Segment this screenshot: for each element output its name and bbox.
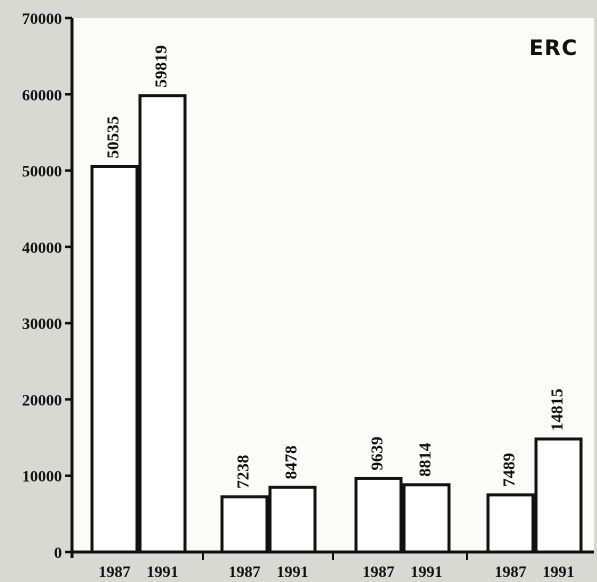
x-tick-label: 1991 (543, 564, 575, 581)
bar (90, 164, 139, 554)
y-axis: 0 10000 20000 30000 40000 50000 60000 70000 (22, 11, 74, 562)
bar (486, 493, 535, 554)
x-tick-label: 1987 (495, 564, 527, 581)
data-label: 8814 (415, 442, 434, 477)
x-tick-label: 1987 (363, 564, 395, 581)
bar-group: 7238 8478 (220, 445, 317, 554)
x-tick-label: 1991 (277, 564, 309, 581)
data-label: 50535 (103, 116, 122, 159)
y-tick-label: 0 (54, 545, 62, 562)
data-label: 7238 (233, 455, 252, 489)
y-tick-label: 10000 (22, 469, 62, 486)
y-tick-label: 70000 (22, 11, 62, 28)
bars: 50535 59819 7238 8478 9639 8814 7489 14815 (90, 45, 583, 554)
x-tick-label: 1987 (99, 564, 131, 581)
bar-group: 9639 8814 (354, 436, 451, 554)
data-label: 8478 (281, 445, 300, 479)
y-tick-label: 60000 (22, 87, 62, 104)
y-tick-label: 40000 (22, 240, 62, 257)
y-tick-label: 30000 (22, 316, 62, 333)
bar (402, 483, 451, 554)
bar (268, 485, 317, 554)
y-tick-label: 50000 (22, 164, 62, 181)
bar (354, 476, 403, 554)
bar (138, 94, 187, 554)
y-tick-label: 20000 (22, 392, 62, 409)
x-tick-label: 1991 (147, 564, 179, 581)
bar-group: 50535 59819 (90, 45, 187, 554)
data-label: 14815 (547, 388, 566, 431)
data-label: 7489 (499, 453, 518, 487)
x-tick-label: 1987 (229, 564, 261, 581)
chart-title: ERC (529, 36, 578, 60)
bar (534, 437, 583, 554)
bar-group: 7489 14815 (486, 388, 583, 554)
x-tick-label: 1991 (411, 564, 443, 581)
bar (220, 495, 269, 554)
data-label: 59819 (151, 45, 170, 88)
x-axis: 1987 1991 1987 1991 1987 1991 1987 1991 (72, 550, 594, 581)
data-label: 9639 (367, 436, 386, 470)
